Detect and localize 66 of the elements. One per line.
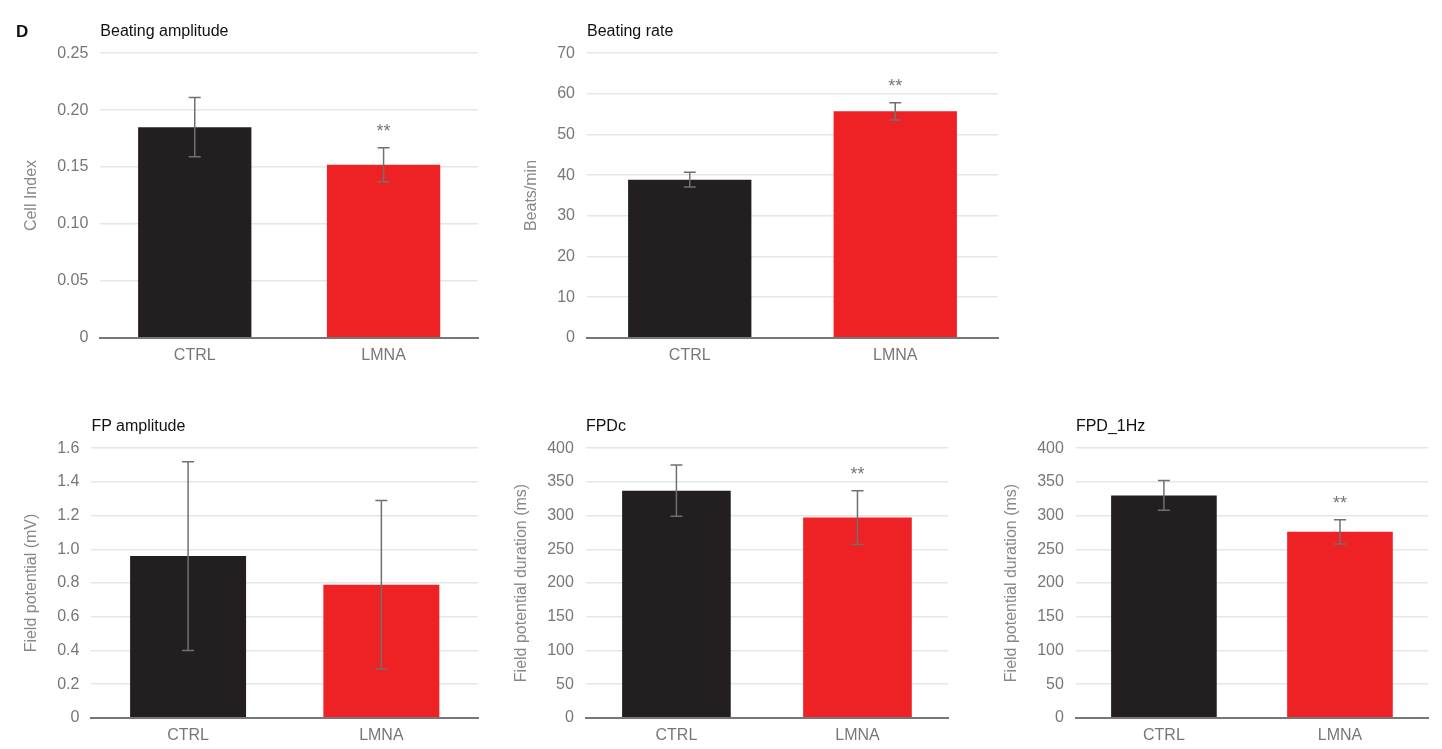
y-tick-label: 1.6 [57, 438, 80, 456]
y-tick-label: 100 [547, 640, 574, 658]
y-tick-label: 0.8 [57, 573, 80, 591]
y-axis-title: Beats/min [522, 159, 540, 232]
y-tick-label: 100 [1037, 640, 1064, 658]
y-tick-label: 250 [1037, 539, 1064, 557]
y-tick-label: 400 [547, 438, 574, 456]
y-tick-label: 0 [566, 328, 576, 346]
y-tick-label: 1.0 [57, 539, 80, 557]
y-tick-label: 200 [547, 573, 574, 591]
chart-title: FP amplitude [91, 417, 186, 435]
x-tick-label: CTRL [167, 725, 210, 743]
y-tick-label: 0.15 [57, 157, 89, 175]
y-tick-label: 50 [1046, 674, 1064, 692]
y-tick-label: 0.2 [57, 674, 80, 692]
annotation: ** [1332, 492, 1347, 513]
y-tick-label: 40 [557, 165, 576, 183]
annotation: ** [888, 75, 903, 96]
chart-title: FPDc [585, 417, 626, 435]
x-tick-label: CTRL [668, 345, 711, 363]
y-tick-label: 0.10 [57, 214, 89, 232]
y-tick-label: 10 [557, 287, 576, 305]
y-tick-label: 0.6 [57, 607, 80, 625]
y-tick-label: 300 [1037, 506, 1064, 524]
y-tick-label: 30 [557, 206, 576, 224]
y-axis-title: Field potential duration (ms) [512, 483, 530, 683]
y-tick-label: 60 [557, 84, 576, 102]
x-tick-label: LMNA [1317, 725, 1363, 743]
y-tick-label: 150 [1037, 607, 1064, 625]
text: D [16, 22, 29, 42]
x-tick-label: LMNA [361, 345, 407, 363]
y-tick-label: 0.25 [57, 43, 89, 61]
y-tick-label: 0.4 [57, 640, 80, 658]
x-tick-label: LMNA [873, 345, 918, 363]
chart-title: Beating amplitude [100, 22, 229, 40]
y-tick-label: 70 [557, 43, 576, 61]
chart-title: FPD_1Hz [1075, 417, 1146, 436]
x-tick-label: CTRL [655, 725, 698, 743]
x-tick-label: LMNA [359, 725, 404, 743]
y-tick-label: 0 [70, 708, 80, 726]
annotation: ** [376, 120, 391, 141]
annotation: ** [850, 463, 865, 484]
y-tick-label: 400 [1037, 438, 1064, 456]
y-tick-label: 0 [79, 328, 89, 346]
y-tick-label: 250 [547, 539, 574, 557]
x-tick-label: CTRL [173, 345, 216, 363]
y-tick-label: 200 [1037, 573, 1064, 591]
y-axis-title: Field potential (mV) [22, 513, 40, 653]
y-tick-label: 0.05 [57, 271, 89, 289]
y-axis-title: Field potential duration (ms) [1002, 483, 1020, 683]
y-tick-label: 0 [1054, 708, 1064, 726]
x-tick-label: CTRL [1143, 725, 1185, 743]
y-tick-label: 350 [1037, 472, 1064, 490]
y-tick-label: 150 [547, 607, 574, 625]
y-tick-label: 300 [547, 506, 574, 524]
y-tick-label: 50 [556, 674, 574, 692]
chart-title: Beating rate [587, 22, 674, 40]
y-axis-title: Cell Index [22, 159, 40, 232]
y-tick-label: 1.2 [57, 506, 80, 524]
y-tick-label: 350 [547, 472, 574, 490]
x-tick-label: LMNA [835, 725, 881, 743]
y-tick-label: 50 [557, 124, 576, 142]
y-tick-label: 1.4 [57, 472, 80, 490]
y-tick-label: 0.20 [57, 100, 89, 118]
y-tick-label: 0 [564, 708, 574, 726]
y-tick-label: 20 [557, 246, 576, 264]
